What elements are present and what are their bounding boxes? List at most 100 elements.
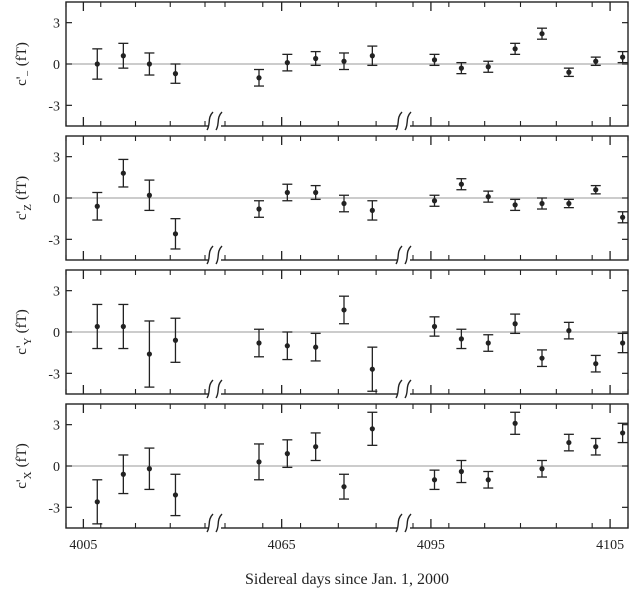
data-point [144, 320, 155, 388]
point-marker [284, 451, 290, 457]
point-marker [146, 192, 152, 198]
axis-break-mark [395, 379, 403, 399]
point-marker [566, 69, 572, 75]
panel-y: 3 0 -3 c'Y(fT) [14, 269, 629, 399]
data-point [92, 48, 103, 80]
point-marker [485, 194, 491, 200]
x-tick-label: 4095 [417, 538, 445, 553]
x-axis-label: Sidereal days since Jan. 1, 2000 [245, 571, 449, 588]
y-axis-label: c'X(fT) [14, 443, 34, 488]
data-point [510, 42, 521, 56]
data-point [282, 331, 293, 361]
data-point [282, 439, 293, 469]
data-point [282, 183, 293, 202]
y-tick-label: 0 [53, 58, 60, 73]
axis-break-mark [404, 245, 412, 265]
data-point [537, 349, 547, 368]
point-marker [341, 58, 347, 64]
point-marker [620, 54, 626, 60]
data-point [456, 328, 467, 350]
axis-break-mark [206, 245, 214, 265]
data-point [617, 50, 628, 64]
data-point [483, 334, 494, 352]
data-point [282, 53, 293, 72]
data-point [510, 198, 521, 212]
x-tick-label: 4005 [69, 538, 97, 553]
data-point [563, 433, 574, 452]
point-marker [593, 361, 599, 367]
data-point [118, 303, 129, 350]
axis-break-mark [215, 245, 223, 265]
point-marker [172, 231, 179, 237]
data-point [310, 184, 321, 201]
point-marker [539, 31, 545, 37]
data-point [617, 211, 628, 224]
point-marker [512, 321, 518, 327]
point-marker [620, 214, 626, 220]
data-point [310, 50, 321, 67]
x-tick-label: 4065 [268, 538, 296, 553]
panel-minus: 3 0 -3 c'−(fT) [14, 1, 629, 131]
point-marker [146, 351, 152, 357]
point-marker [369, 426, 375, 432]
data-point [537, 27, 547, 40]
point-marker [313, 189, 319, 196]
axis-break-mark [215, 513, 223, 533]
data-point [429, 194, 440, 207]
point-marker [172, 71, 179, 77]
point-marker [458, 181, 464, 187]
point-marker [369, 53, 375, 59]
data-point [367, 346, 378, 392]
data-point [510, 411, 521, 435]
point-marker [256, 340, 262, 346]
y-axis-label: c'Z(fT) [14, 176, 34, 220]
point-marker [431, 198, 438, 204]
data-point [144, 447, 155, 491]
y-tick-label: 3 [53, 285, 60, 300]
point-marker [94, 61, 100, 67]
point-marker [539, 355, 545, 361]
data-point [590, 56, 601, 67]
point-marker [539, 466, 545, 472]
y-tick-label: 3 [53, 151, 60, 166]
y-axis-label: c'−(fT) [14, 42, 34, 86]
point-marker [431, 477, 438, 483]
point-marker [512, 202, 518, 208]
point-marker [431, 57, 438, 63]
point-marker [172, 492, 179, 498]
x-tick-label: 4105 [596, 538, 624, 553]
axis-break-mark [395, 513, 403, 533]
point-marker [593, 187, 599, 193]
point-marker [146, 61, 152, 67]
point-marker [593, 444, 599, 450]
point-marker [512, 420, 518, 426]
point-marker [120, 323, 126, 330]
point-marker [485, 340, 491, 346]
point-marker [313, 344, 319, 350]
point-marker [284, 343, 290, 349]
data-point [144, 179, 155, 212]
data-point [118, 42, 129, 69]
axis-break-mark [215, 379, 223, 399]
point-marker [566, 328, 572, 334]
data-point [483, 470, 494, 489]
data-point [590, 437, 601, 456]
data-point [456, 459, 467, 484]
y-tick-label: 3 [53, 419, 60, 434]
axis-break-mark [206, 111, 214, 131]
point-marker [512, 46, 518, 52]
point-marker [313, 55, 319, 62]
point-marker [341, 307, 347, 313]
axis-break-mark [395, 111, 403, 131]
data-point [429, 316, 440, 337]
axis-break-mark [206, 513, 214, 533]
data-point [254, 68, 264, 87]
data-point [590, 354, 601, 373]
data-point [92, 479, 103, 525]
point-marker [431, 323, 438, 330]
y-tick-label: 0 [53, 326, 60, 341]
point-marker [120, 170, 126, 176]
data-point [456, 178, 467, 191]
data-point [144, 52, 155, 76]
data-point [170, 63, 181, 84]
